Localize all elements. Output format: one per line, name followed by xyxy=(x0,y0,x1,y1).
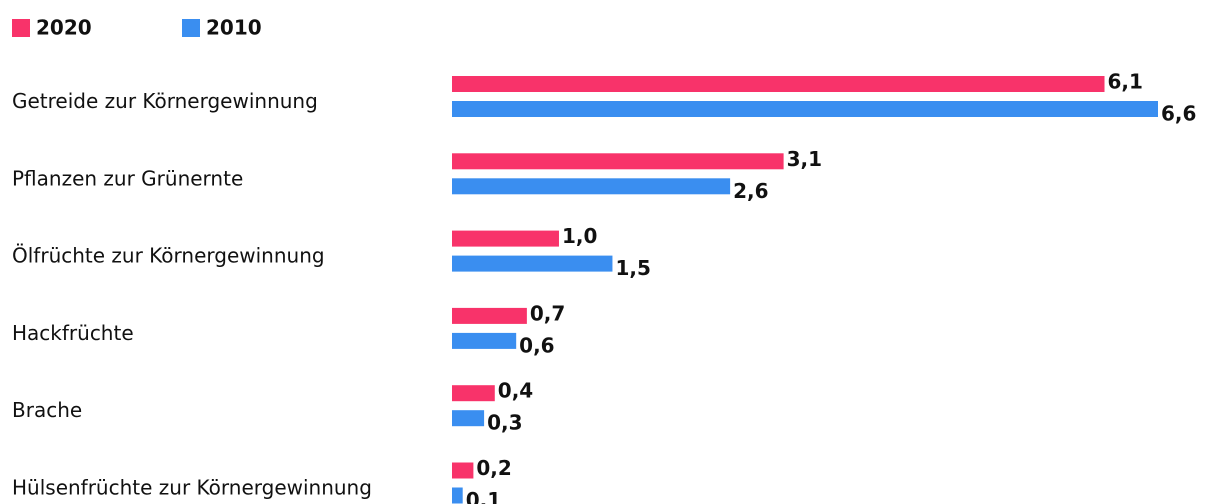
bar xyxy=(452,385,495,402)
category-label: Ölfrüchte zur Körnergewinnung xyxy=(12,244,325,268)
bar xyxy=(452,76,1105,92)
bar xyxy=(452,307,527,324)
bar xyxy=(452,332,517,349)
category-label: Brache xyxy=(12,398,82,422)
value-label: 0,3 xyxy=(487,411,522,435)
category-label: Hülsenfrüchte zur Körnergewinnung xyxy=(12,476,372,500)
value-label: 0,6 xyxy=(519,333,554,357)
legend-swatch xyxy=(12,19,30,37)
value-label: 6,1 xyxy=(1108,70,1143,94)
bar xyxy=(452,178,731,195)
value-label: 0,1 xyxy=(466,488,501,504)
value-label: 0,7 xyxy=(530,301,565,325)
category-label: Getreide zur Körnergewinnung xyxy=(12,89,318,113)
value-label: 0,2 xyxy=(476,456,511,480)
legend-label: 2010 xyxy=(206,16,262,40)
value-label: 2,6 xyxy=(733,179,768,203)
value-label: 6,6 xyxy=(1161,102,1196,126)
bar xyxy=(452,462,474,479)
value-label: 1,5 xyxy=(615,256,650,280)
bar xyxy=(452,410,485,427)
value-label: 1,0 xyxy=(562,224,597,248)
bar xyxy=(452,487,463,504)
bar xyxy=(452,255,613,272)
bar xyxy=(452,101,1158,117)
bar xyxy=(452,230,559,247)
bar xyxy=(452,153,784,170)
legend-swatch xyxy=(182,19,200,37)
value-label: 0,4 xyxy=(498,379,533,403)
value-label: 3,1 xyxy=(787,147,822,171)
category-label: Pflanzen zur Grünernte xyxy=(12,166,243,190)
category-label: Hackfrüchte xyxy=(12,321,134,345)
legend-label: 2020 xyxy=(36,16,92,40)
